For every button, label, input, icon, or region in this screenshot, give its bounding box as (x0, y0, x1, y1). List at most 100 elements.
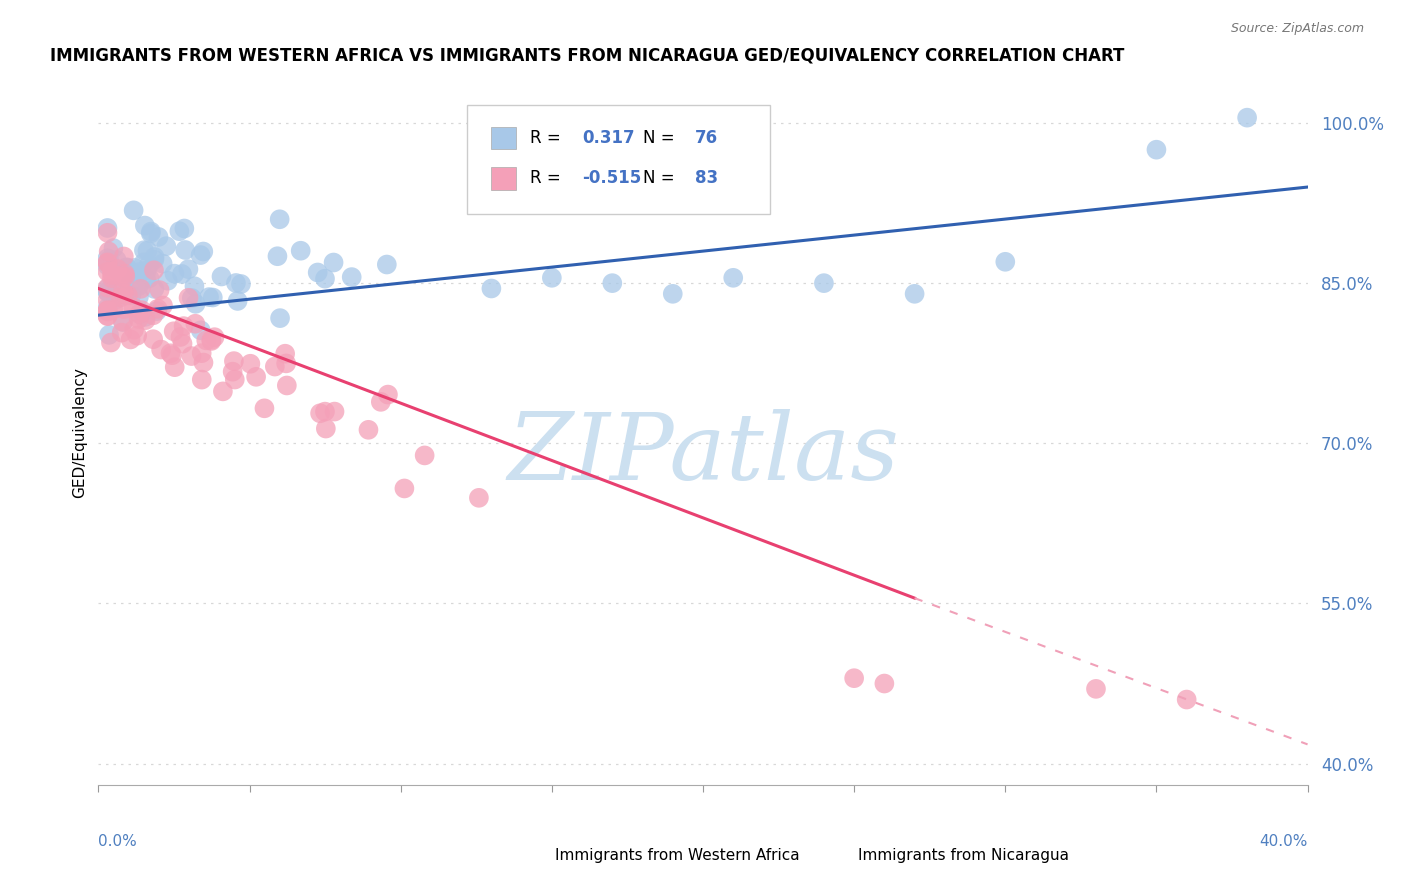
Point (193, 244, 215, 259)
Y-axis label: GED/Equivalency: GED/Equivalency (72, 368, 87, 498)
Point (135, 313, 157, 327)
FancyBboxPatch shape (492, 128, 516, 149)
Point (98, 253, 121, 268)
Point (229, 277, 252, 291)
Point (307, 265, 329, 279)
Point (120, 333, 142, 347)
Point (276, 356, 298, 370)
Point (224, 372, 246, 386)
Point (183, 279, 205, 293)
Point (193, 355, 215, 369)
Point (142, 308, 165, 322)
Point (129, 282, 152, 296)
Point (413, 449, 436, 463)
Point (180, 291, 202, 305)
Text: Immigrants from Western Africa: Immigrants from Western Africa (555, 848, 800, 863)
Point (96, 309, 118, 323)
Point (122, 301, 145, 315)
Point (96, 285, 118, 299)
Point (184, 317, 207, 331)
Point (290, 244, 312, 258)
Text: IMMIGRANTS FROM WESTERN AFRICA VS IMMIGRANTS FROM NICARAGUA GED/EQUIVALENCY CORR: IMMIGRANTS FROM WESTERN AFRICA VS IMMIGR… (51, 47, 1125, 65)
Point (222, 354, 245, 368)
Point (97, 304, 120, 318)
Point (169, 224, 191, 238)
Point (139, 225, 162, 239)
Point (155, 239, 177, 253)
Point (105, 252, 128, 267)
Point (156, 274, 179, 288)
Point (100, 335, 122, 350)
Point (173, 319, 195, 334)
Point (142, 332, 165, 346)
Point (110, 290, 132, 304)
Point (245, 369, 267, 384)
Point (146, 304, 169, 318)
Point (195, 334, 218, 348)
Point (602, 276, 624, 290)
Point (323, 404, 346, 418)
Point (103, 302, 125, 317)
Point (111, 315, 134, 329)
Point (177, 262, 200, 277)
Point (174, 243, 197, 257)
Point (134, 310, 156, 324)
Point (357, 423, 380, 437)
Point (128, 290, 150, 304)
Point (96, 265, 118, 279)
Point (117, 288, 139, 302)
Point (111, 285, 134, 299)
Point (191, 373, 214, 387)
Point (904, 286, 927, 301)
Point (1144, 143, 1167, 157)
Point (253, 401, 276, 416)
Text: R =: R = (530, 169, 567, 187)
Point (200, 334, 222, 348)
Text: 40.0%: 40.0% (1260, 834, 1308, 849)
Point (212, 384, 235, 399)
Point (128, 307, 150, 321)
Point (111, 326, 134, 340)
Point (146, 301, 169, 316)
Point (112, 315, 135, 329)
Point (370, 394, 392, 409)
Point (138, 259, 160, 273)
Point (173, 221, 195, 235)
Point (132, 255, 155, 269)
Point (96, 255, 118, 269)
Point (314, 271, 336, 285)
Text: Source: ZipAtlas.com: Source: ZipAtlas.com (1230, 22, 1364, 36)
FancyBboxPatch shape (522, 848, 548, 863)
Point (131, 303, 153, 318)
Point (120, 288, 142, 302)
Point (96, 285, 118, 299)
Point (152, 299, 174, 313)
Text: -0.515: -0.515 (582, 169, 641, 187)
Point (112, 277, 135, 292)
Point (143, 282, 166, 296)
Point (540, 270, 562, 285)
Point (263, 359, 285, 374)
Point (96, 301, 118, 315)
Text: 0.317: 0.317 (582, 129, 634, 147)
Point (322, 255, 344, 269)
Point (1236, 111, 1258, 125)
Point (107, 264, 129, 278)
Point (112, 286, 135, 301)
Point (723, 270, 745, 285)
Point (159, 346, 181, 360)
Point (128, 312, 150, 326)
Point (873, 676, 896, 690)
Point (148, 230, 170, 244)
Point (394, 482, 416, 496)
Point (122, 203, 145, 218)
Point (96, 256, 118, 270)
Point (101, 268, 124, 282)
Point (198, 290, 221, 304)
Point (132, 244, 155, 258)
Point (111, 268, 134, 283)
Point (129, 265, 152, 279)
Point (163, 267, 186, 281)
FancyBboxPatch shape (492, 168, 516, 189)
Point (143, 263, 166, 277)
